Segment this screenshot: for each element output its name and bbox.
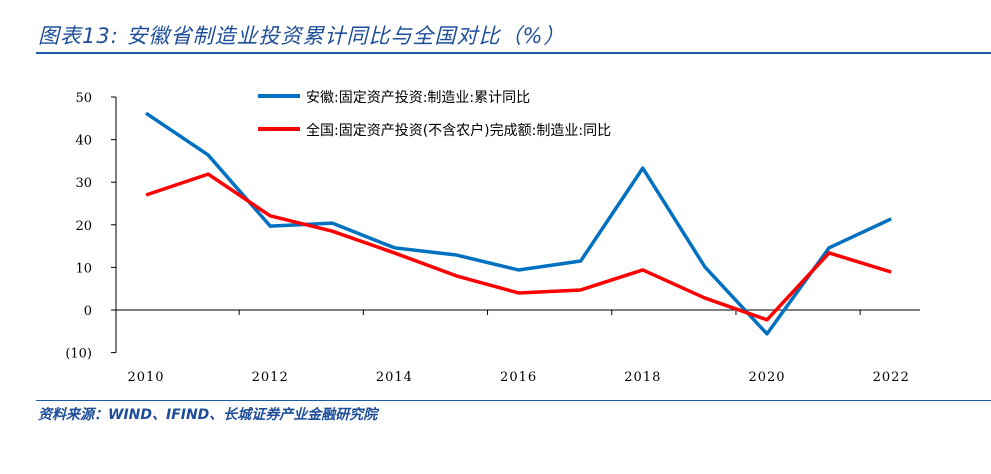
source-divider <box>36 400 991 401</box>
x-tick-label: 2022 <box>873 370 910 385</box>
y-tick-label: 50 <box>75 91 92 106</box>
x-tick-label: 2014 <box>376 370 413 385</box>
x-tick-label: 2020 <box>748 370 785 385</box>
y-tick-label: 30 <box>75 176 92 191</box>
y-tick-label: 20 <box>75 219 92 234</box>
legend-label: 安徽:固定资产投资:制造业:累计同比 <box>306 90 530 106</box>
y-tick-label: 10 <box>75 261 92 276</box>
x-tick-label: 2010 <box>127 370 164 385</box>
x-tick-label: 2016 <box>500 370 537 385</box>
y-tick-label: (10) <box>65 347 92 362</box>
y-tick-label: 0 <box>84 304 92 319</box>
legend-label: 全国:固定资产投资(不含农户)完成额:制造业:同比 <box>306 122 611 139</box>
series-line-anhui <box>145 111 892 336</box>
y-tick-label: 40 <box>75 134 92 149</box>
series-line-national <box>145 172 892 322</box>
title-divider <box>36 52 991 54</box>
x-tick-label: 2018 <box>624 370 661 385</box>
x-tick-label: 2012 <box>252 370 289 385</box>
source-note: 资料来源：WIND、IFIND、长城证券产业金融研究院 <box>38 407 378 423</box>
chart-title: 图表13: 安徽省制造业投资累计同比与全国对比（%） <box>38 24 566 48</box>
